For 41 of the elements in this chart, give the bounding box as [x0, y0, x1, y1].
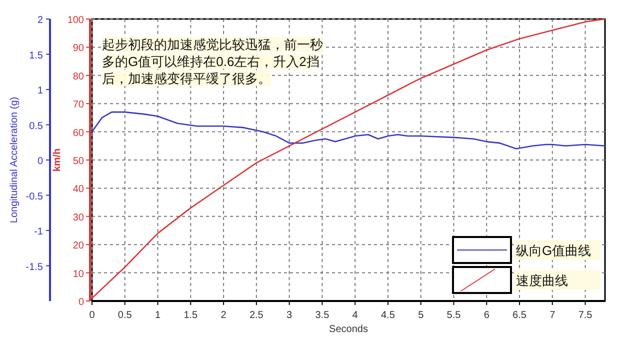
x-tick-label: 1.5 — [184, 310, 198, 321]
y2-tick-label: 10 — [72, 268, 84, 280]
y-tick-label: -1.5 — [26, 262, 44, 273]
y2-tick-label: 100 — [67, 15, 84, 26]
x-tick-label: 3.5 — [315, 310, 330, 321]
legend-label: 速度曲线 — [516, 273, 568, 288]
y2-tick-label: 60 — [72, 128, 84, 139]
y-tick-label: 1.5 — [29, 50, 44, 62]
x-tick-label: 4 — [352, 310, 358, 321]
x-axis-title: Seconds — [329, 324, 368, 335]
y-tick-label: 1 — [37, 86, 44, 96]
x-tick-label: 4.5 — [381, 310, 396, 321]
y-tick-label: -1 — [34, 226, 44, 238]
x-tick-label: 0.5 — [118, 310, 132, 321]
annotation: 起步初段的加速感觉比较迅猛，前一秒多的G值可以维持在0.6左右，升入2挡后，加速感变得平缓了很多。 — [102, 37, 323, 86]
y-tick-label: 0.5 — [29, 120, 44, 132]
y2-tick-label: 50 — [72, 156, 84, 167]
x-tick-label: 5 — [418, 310, 424, 321]
y-tick-label: 0 — [37, 156, 44, 167]
y-axis-title: Longitudinal Acceleration (g) — [9, 96, 20, 224]
x-tick-label: 1 — [154, 310, 161, 321]
x-tick-label: 5.5 — [446, 310, 462, 321]
y2-axis-title: km/h — [52, 148, 63, 172]
y2-tick-label: 80 — [72, 71, 84, 82]
x-tick-label: 6 — [484, 310, 490, 321]
x-tick-label: 3 — [286, 310, 293, 321]
y2-tick-label: 0 — [78, 297, 84, 308]
y2-tick-label: 40 — [72, 184, 84, 196]
y2-tick-label: 70 — [72, 100, 84, 111]
x-tick-label: 2.5 — [249, 310, 264, 321]
y-tick-label: 2 — [37, 15, 44, 26]
y2-tick-label: 90 — [72, 43, 84, 54]
y-tick-label: -0.5 — [26, 191, 44, 202]
y2-tick-label: 30 — [72, 212, 84, 224]
legend-label: 纵向G值曲线 — [516, 243, 592, 258]
x-tick-label: 6.5 — [512, 310, 527, 321]
x-tick-label: 0 — [89, 310, 96, 321]
x-tick-label: 7 — [550, 310, 556, 321]
y2-tick-label: 20 — [72, 240, 84, 252]
x-tick-label: 2 — [220, 310, 227, 321]
x-tick-label: 7.5 — [578, 310, 593, 321]
